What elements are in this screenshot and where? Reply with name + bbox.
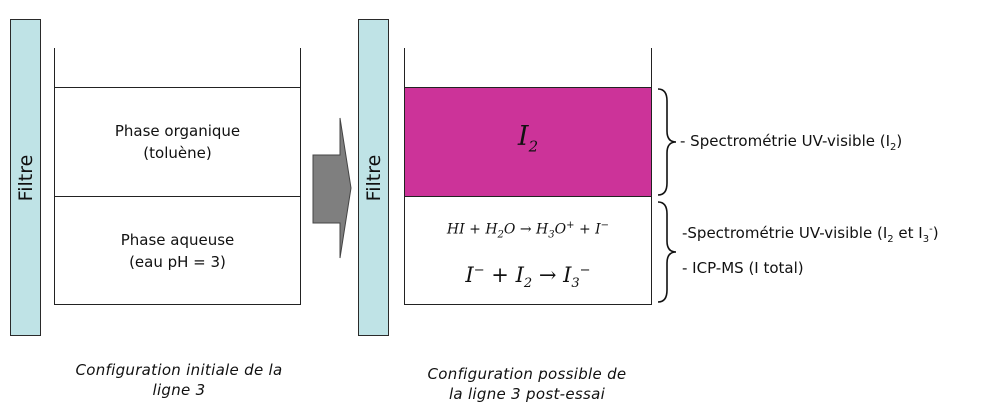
right-caption: Configuration possible de la ligne 3 pos… <box>392 364 662 404</box>
organic-analysis-note: - Spectrométrie UV-visible (I2) <box>680 132 903 153</box>
reaction-hydrolysis: HI + H2O → H3O+ + I− <box>446 220 610 241</box>
left-aqueous-ph: (eau pH = 3) <box>129 252 226 271</box>
left-organic-solvent: (toluène) <box>143 144 212 162</box>
left-filter: Filtre <box>10 19 41 336</box>
reaction-triiodide: I− + I2 → I3− <box>465 263 591 292</box>
left-column-wall-right <box>300 48 301 88</box>
transition-arrow <box>312 117 352 259</box>
left-caption-line1: Configuration initiale de la <box>75 361 283 379</box>
right-caption-line2: la ligne 3 post-essai <box>448 385 606 403</box>
transition-arrow-shape <box>312 117 352 259</box>
organic-species-formula: I2 <box>517 121 539 156</box>
right-aqueous-phase: HI + H2O → H3O+ + I− I− + I2 → I3− <box>404 196 652 305</box>
aqueous-analysis-note-uv: -Spectrométrie UV-visible (I2 et I3-) <box>682 224 939 245</box>
organic-brace <box>657 88 677 196</box>
aqueous-analysis-note-icpms: - ICP-MS (I total) <box>682 259 804 277</box>
right-organic-phase-iodine: I2 <box>404 87 652 197</box>
right-filter-label: Filtre <box>362 154 385 201</box>
right-filter: Filtre <box>358 19 389 336</box>
aqueous-brace <box>657 201 677 303</box>
left-organic-phase: Phase organique (toluène) <box>54 87 301 197</box>
aqueous-brace-path <box>657 201 677 303</box>
left-aqueous-phase: Phase aqueuse (eau pH = 3) <box>54 196 301 305</box>
left-aqueous-label: Phase aqueuse <box>120 230 235 249</box>
left-caption: Configuration initiale de la ligne 3 <box>44 360 314 400</box>
left-filter-label: Filtre <box>14 154 37 201</box>
left-column-wall-left <box>54 48 55 88</box>
right-column-wall-right <box>651 48 652 88</box>
left-caption-line2: ligne 3 <box>152 381 206 399</box>
organic-brace-path <box>657 88 677 196</box>
right-column-wall-left <box>404 48 405 88</box>
left-organic-label: Phase organique <box>114 122 241 140</box>
right-caption-line1: Configuration possible de <box>427 365 627 383</box>
